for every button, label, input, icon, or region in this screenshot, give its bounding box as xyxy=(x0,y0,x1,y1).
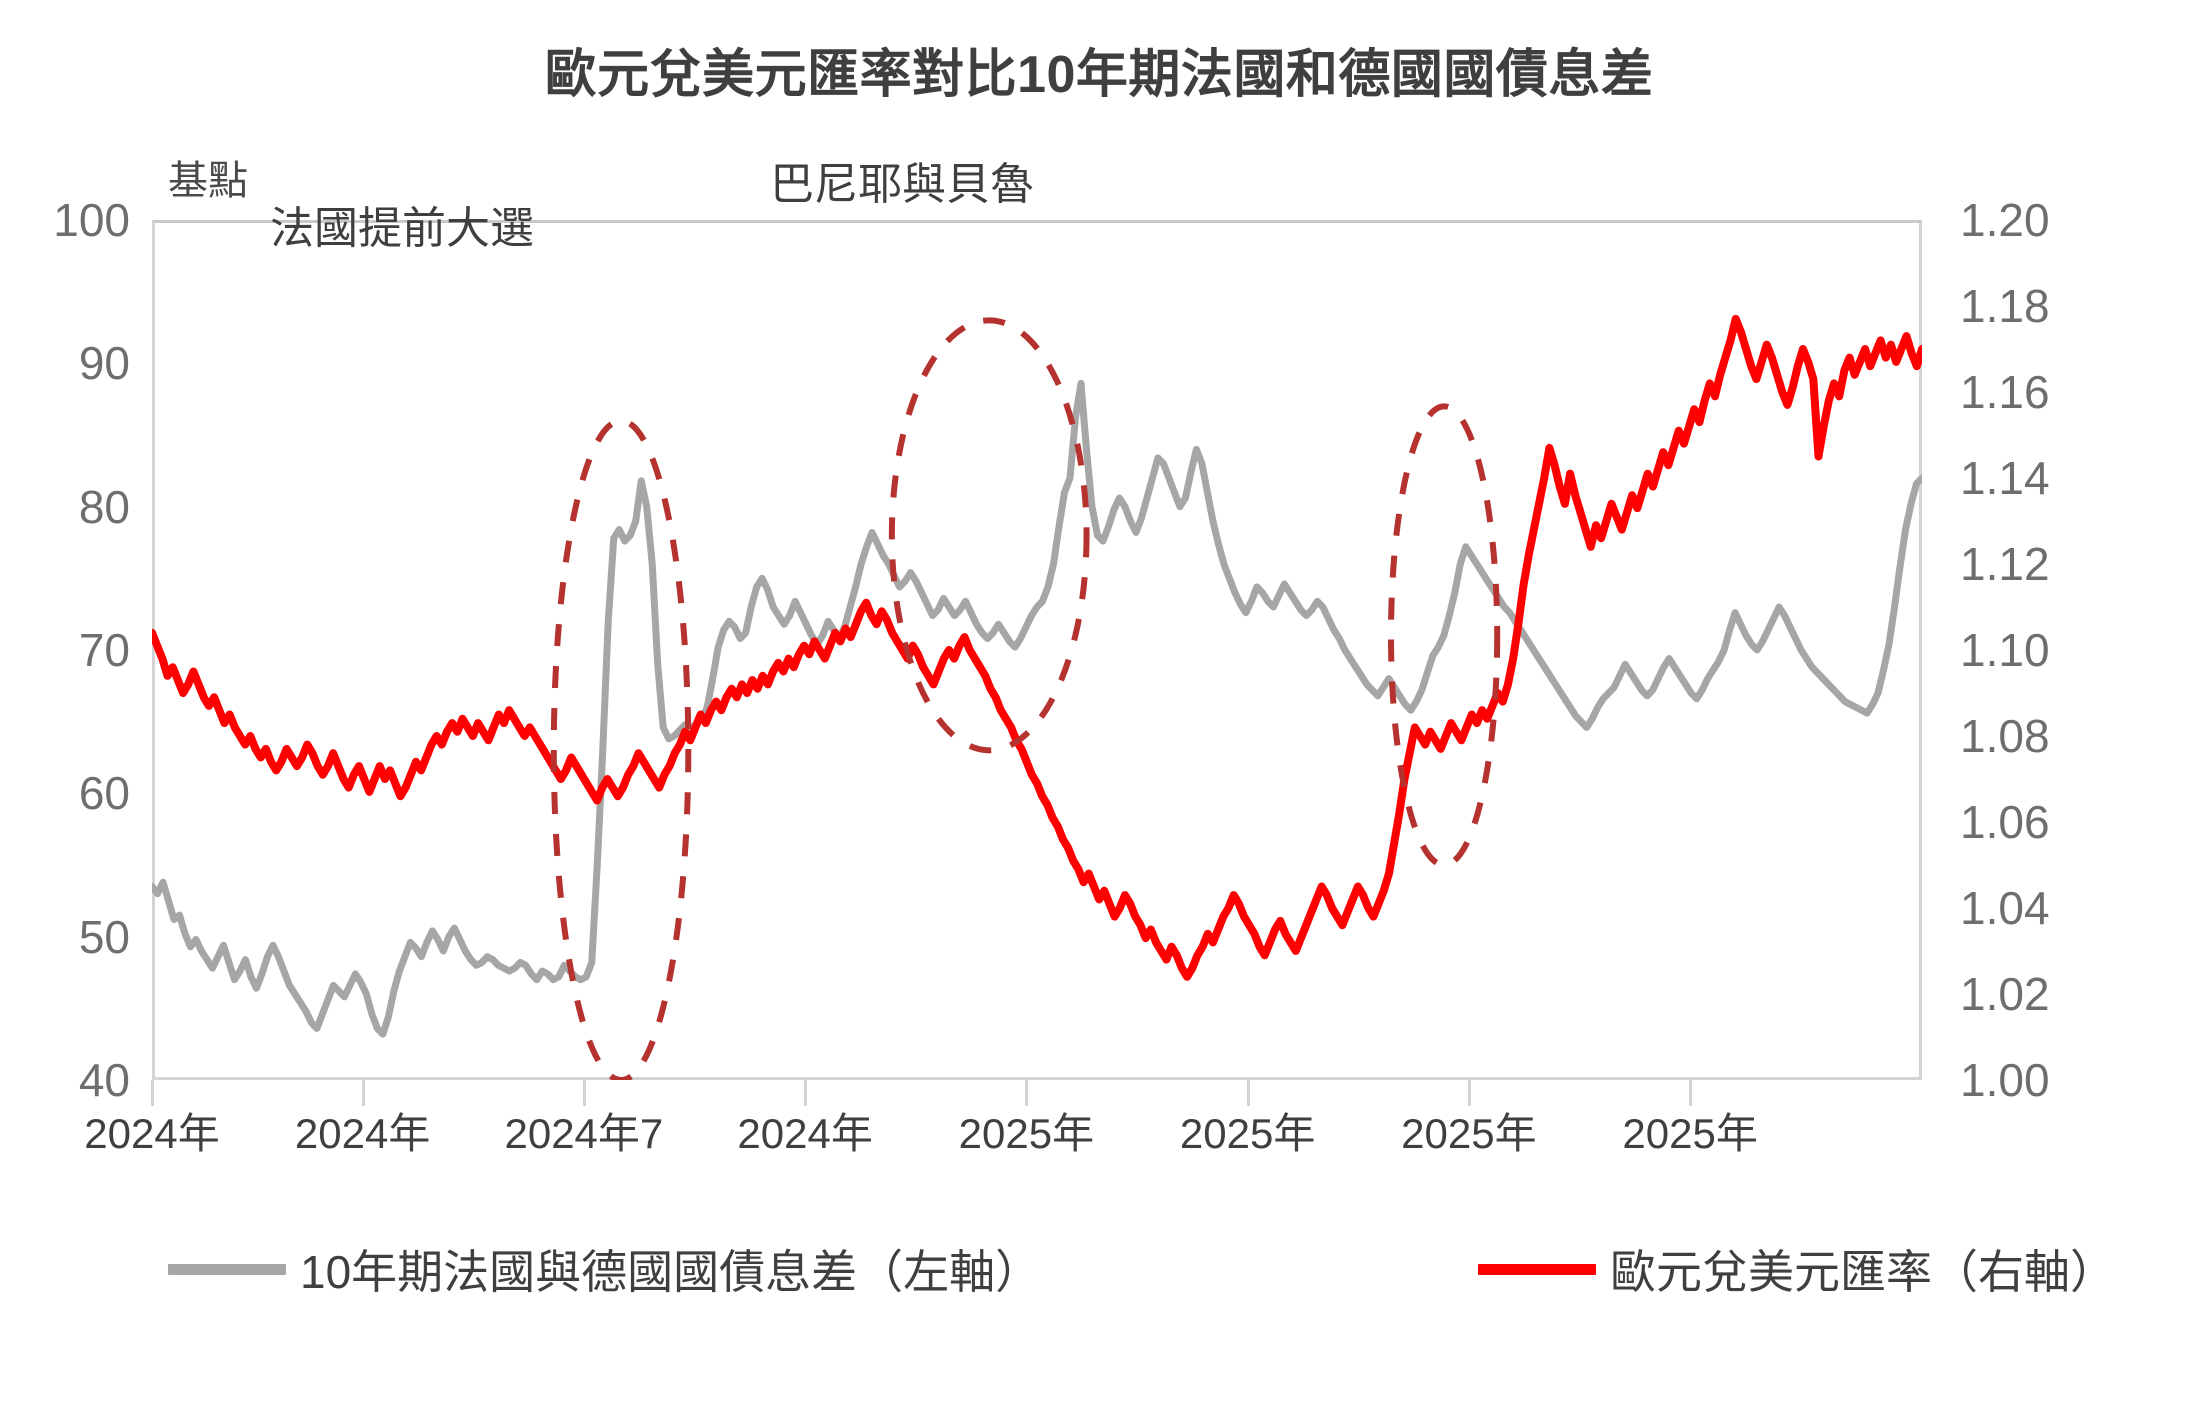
x-axis-tick-mark xyxy=(1467,1080,1471,1106)
series-layer xyxy=(152,314,1922,1080)
y-axis-left-tick: 100 xyxy=(53,194,130,246)
y-axis-right-tick: 1.06 xyxy=(1960,796,2050,848)
y-axis-right-tick: 1.12 xyxy=(1960,538,2050,590)
y-axis-left: 100 90 80 70 60 50 40 xyxy=(10,194,140,1106)
legend-label: 10年期法國與德國國債息差（左軸） xyxy=(300,1246,1042,1298)
legend-item[interactable]: 10年期法國與德國國債息差（左軸） xyxy=(168,1236,1041,1302)
chart-annotation-text: 巴尼耶與貝魯 xyxy=(770,160,1034,209)
spread-line-series xyxy=(152,379,1922,1038)
x-axis-tick-label: 2024年7 xyxy=(504,1110,664,1157)
legend-swatch-line-icon xyxy=(168,1263,286,1275)
x-axis-tick-mark xyxy=(361,1080,365,1106)
y-axis-right-tick: 1.00 xyxy=(1960,1054,2050,1106)
x-axis-tick-label: 2024年 xyxy=(737,1110,873,1157)
legend-item[interactable]: 歐元兌美元匯率（右軸） xyxy=(1478,1236,2116,1302)
highlight-ellipse xyxy=(550,417,692,1080)
x-axis-tick-mark xyxy=(804,1080,808,1106)
x-axis-tick-mark xyxy=(1246,1080,1250,1106)
y-axis-right-tick: 1.04 xyxy=(1960,882,2050,934)
x-axis-tick-label: 2025年 xyxy=(1401,1110,1537,1157)
chart-annotation-text: 法國提前大選 xyxy=(270,204,534,253)
y-axis-right-tick: 1.08 xyxy=(1960,710,2050,762)
y-axis-right: 1.20 1.18 1.16 1.14 1.12 1.10 1.08 1.06 1.04 1.02… xyxy=(1950,194,2150,1106)
x-axis-tick-label: 2024年 xyxy=(294,1110,431,1157)
x-axis-tick-label: 2025年 xyxy=(958,1110,1095,1157)
chart-legend: 10年期法國與德國國債息差（左軸） 歐元兌美元匯率（右軸） xyxy=(0,1236,2198,1326)
y-axis-left-tick: 40 xyxy=(78,1054,130,1106)
legend-swatch-line-icon xyxy=(1478,1263,1596,1275)
x-axis-tick-label: 2024年 xyxy=(84,1110,220,1157)
y-axis-right-tick: 1.02 xyxy=(1960,968,2050,1020)
y-axis-left-tick: 60 xyxy=(78,767,130,820)
y-axis-right-tick: 1.16 xyxy=(1960,366,2050,418)
y-axis-unit-label: 基點 xyxy=(168,159,248,203)
x-axis-tick-label: 2025年 xyxy=(1179,1110,1316,1157)
y-axis-right-tick: 1.18 xyxy=(1960,280,2050,332)
y-axis-right-tick: 1.20 xyxy=(1960,194,2050,246)
highlight-ellipse xyxy=(1388,403,1501,868)
x-axis-tick-label: 2025年 xyxy=(1622,1110,1758,1157)
x-axis-tick-mark xyxy=(151,1080,154,1106)
x-axis-tick-mark xyxy=(1689,1080,1693,1106)
y-axis-left-tick: 50 xyxy=(78,910,130,963)
y-axis-right-tick: 1.10 xyxy=(1960,624,2050,676)
x-axis-tick-mark xyxy=(582,1080,586,1106)
y-axis-left-tick: 80 xyxy=(78,480,130,533)
highlight-ellipse xyxy=(888,317,1090,754)
fx-line-series xyxy=(152,314,1922,981)
y-axis-right-tick: 1.14 xyxy=(1960,452,2050,504)
page-title: 歐元兌美元匯率對比10年期法國和德國國債息差 xyxy=(544,46,1654,104)
x-axis-tick-mark xyxy=(1025,1080,1029,1106)
y-axis-left-tick: 90 xyxy=(78,337,130,390)
legend-label: 歐元兌美元匯率（右軸） xyxy=(1610,1246,2116,1298)
y-axis-left-tick: 70 xyxy=(78,624,130,676)
